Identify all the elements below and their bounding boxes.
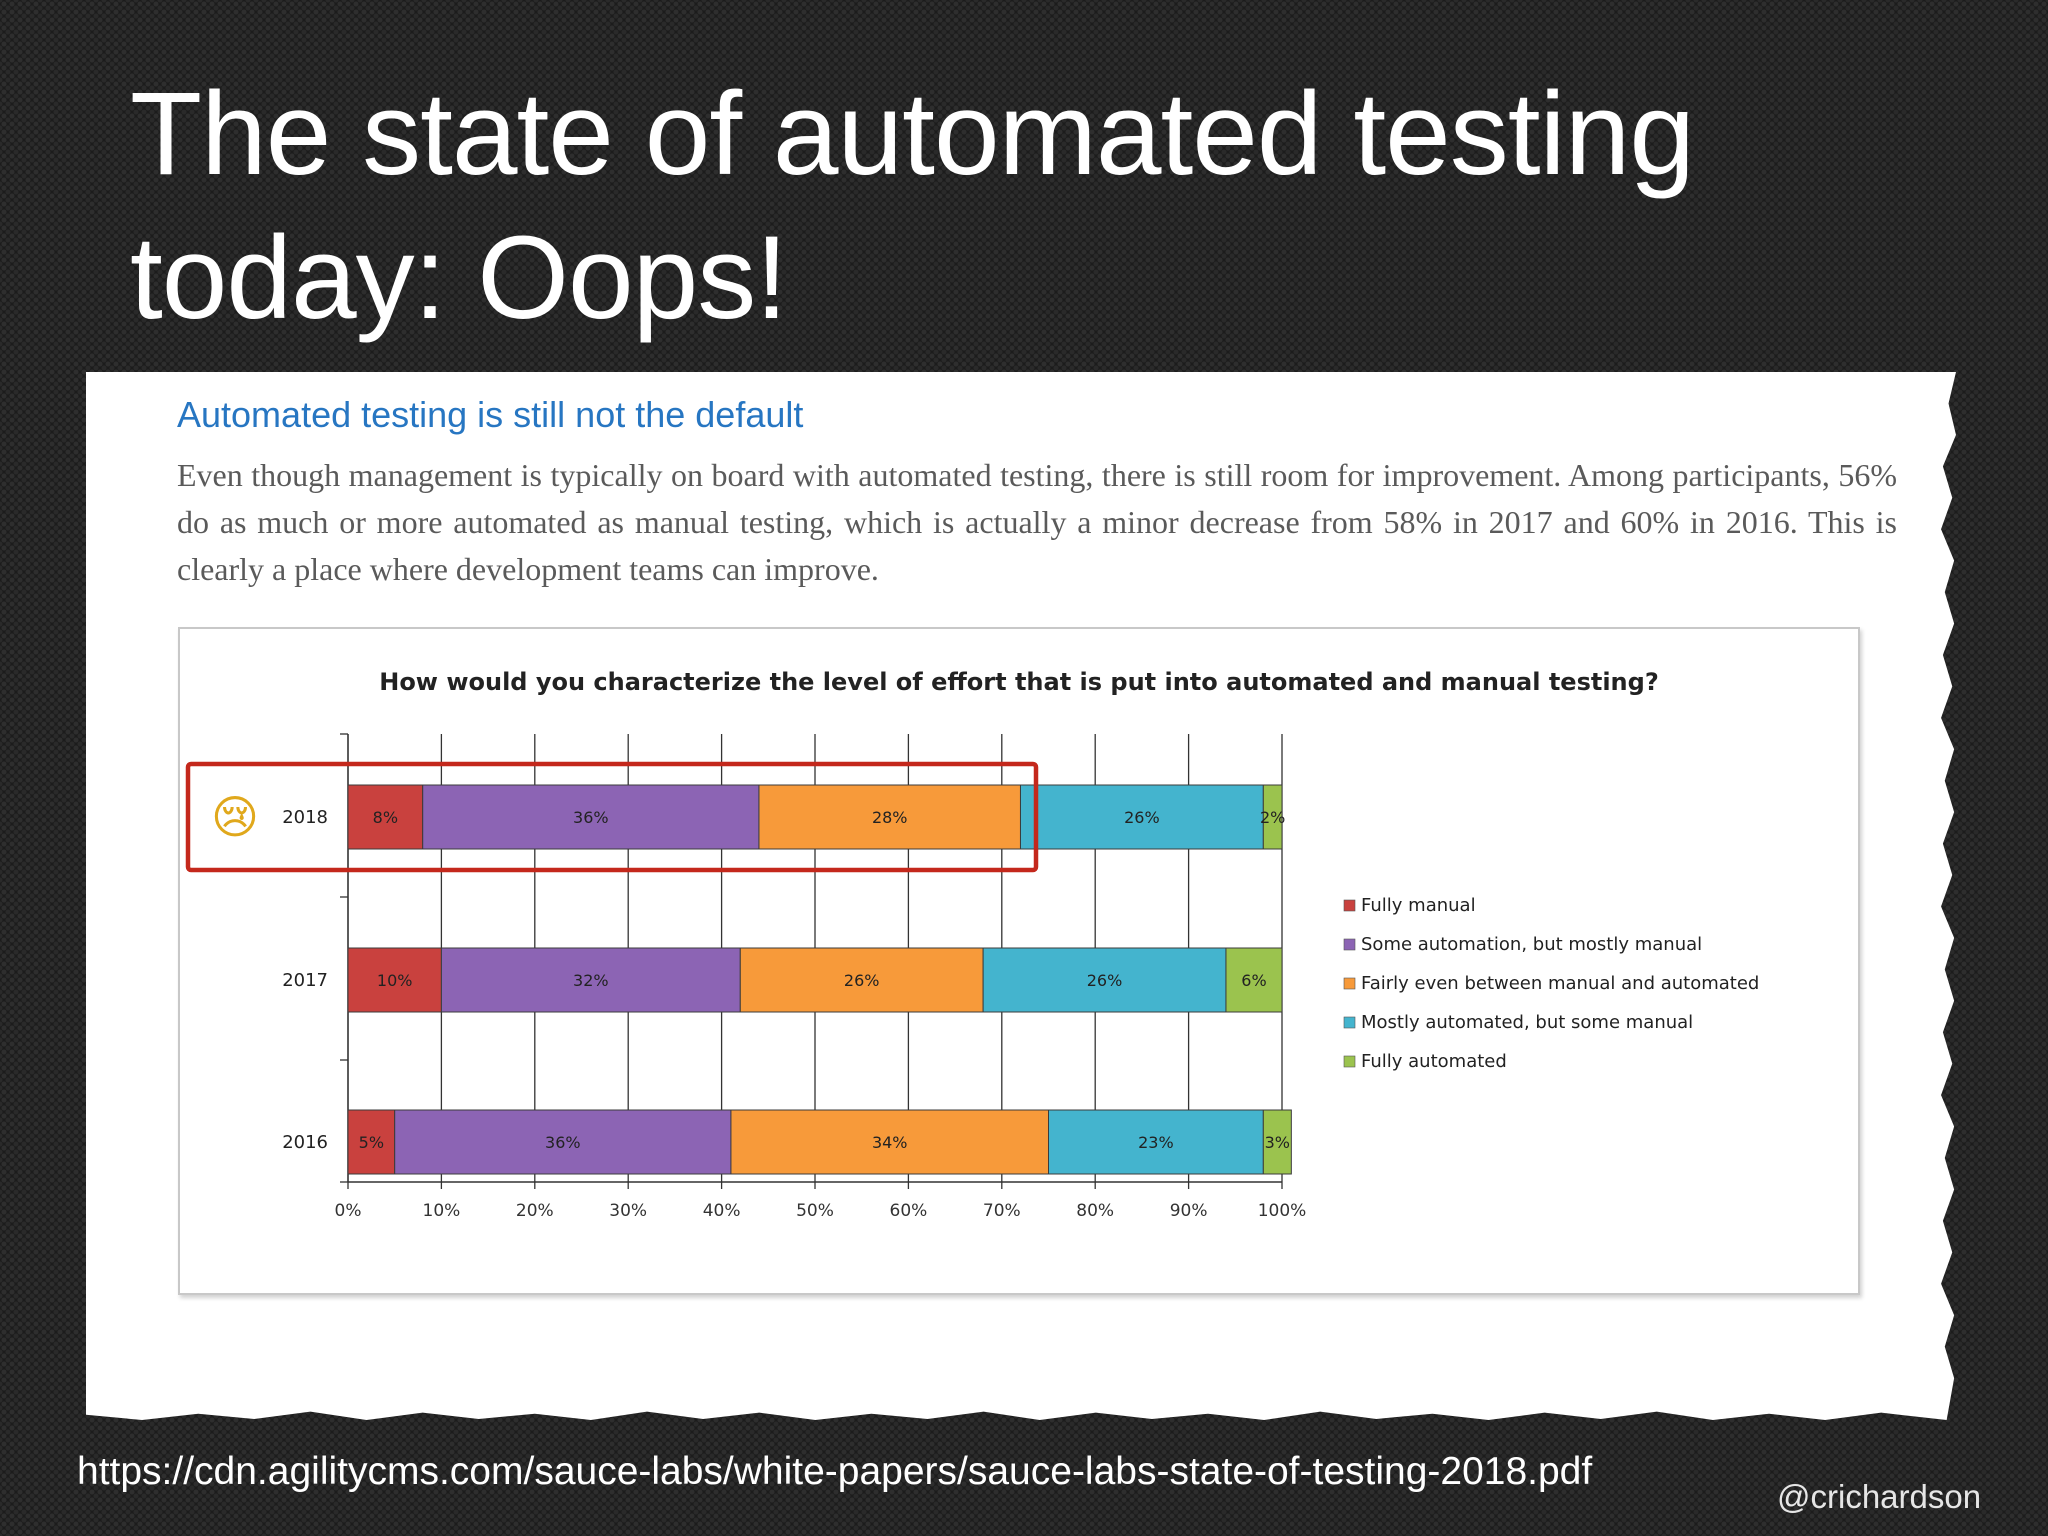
bar-segment <box>1225 947 1283 1013</box>
slide-title-line-1: The state of automated testing <box>130 68 1695 200</box>
article-clipping: Automated testing is still not the defau… <box>86 372 1956 1420</box>
legend-label: Some automation, but mostly manual <box>1361 934 1702 955</box>
x-tick-label: 20% <box>516 1201 554 1221</box>
stacked-bar-chart: How would you characterize the level of … <box>185 668 1759 1221</box>
data-label: 34% <box>872 1133 908 1152</box>
highlight-box <box>185 761 1039 873</box>
slide-title-line-2: today: Oops! <box>130 212 788 344</box>
bar-segment <box>758 784 1021 850</box>
x-tick-label: 40% <box>703 1201 741 1221</box>
legend-swatch <box>1343 899 1356 912</box>
bar-segment <box>1048 1109 1264 1175</box>
legend-label: Fairly even between manual and automated <box>1361 973 1759 994</box>
x-tick-label: 70% <box>983 1201 1021 1221</box>
data-label: 36% <box>545 1133 581 1152</box>
bar-segment <box>982 947 1227 1013</box>
legend-label: Fully automated <box>1361 1051 1507 1072</box>
section-heading: Automated testing is still not the defau… <box>177 394 804 435</box>
source-url: https://cdn.agilitycms.com/sauce-labs/wh… <box>77 1450 1593 1493</box>
data-label: 26% <box>1124 808 1160 827</box>
bar-segment <box>422 784 760 850</box>
data-label: 26% <box>1087 971 1123 990</box>
x-tick-label: 30% <box>609 1201 647 1221</box>
data-label: 6% <box>1241 971 1266 990</box>
bar-segment <box>739 947 984 1013</box>
category-label: 2016 <box>282 1132 328 1153</box>
data-label: 28% <box>872 808 908 827</box>
data-label: 3% <box>1265 1133 1290 1152</box>
category-label: 2017 <box>282 970 328 991</box>
legend-label: Fully manual <box>1361 895 1476 916</box>
data-label: 23% <box>1138 1133 1174 1152</box>
bar-segment <box>1262 784 1283 850</box>
legend-swatch <box>1343 1055 1356 1068</box>
x-tick-label: 50% <box>796 1201 834 1221</box>
data-label: 36% <box>573 808 609 827</box>
x-tick-label: 10% <box>423 1201 461 1221</box>
x-tick-label: 80% <box>1076 1201 1114 1221</box>
crying-face-icon: 😢 <box>211 790 259 844</box>
data-label: 10% <box>377 971 413 990</box>
x-tick-label: 0% <box>335 1201 362 1221</box>
legend-swatch <box>1343 1016 1356 1029</box>
section-body: Even though management is typically on b… <box>177 457 1897 587</box>
legend-swatch <box>1343 938 1356 951</box>
bar-segment <box>440 947 741 1013</box>
bar-segment <box>730 1109 1049 1175</box>
chart-frame: How would you characterize the level of … <box>178 627 1860 1295</box>
x-tick-label: 90% <box>1170 1201 1208 1221</box>
x-tick-label: 100% <box>1258 1201 1307 1221</box>
bar-segment <box>1262 1109 1292 1175</box>
chart-title: How would you characterize the level of … <box>379 668 1659 696</box>
bar-segment <box>347 947 442 1013</box>
slide-title: The state of automated testing today: Oo… <box>130 62 1830 350</box>
data-label: 32% <box>573 971 609 990</box>
author-handle: @crichardson <box>1777 1478 1982 1515</box>
data-label: 26% <box>844 971 880 990</box>
bar-segment <box>1019 784 1264 850</box>
legend-swatch <box>1343 977 1356 990</box>
category-label: 2018 <box>282 807 328 828</box>
data-label: 2% <box>1260 808 1285 827</box>
legend-label: Mostly automated, but some manual <box>1361 1012 1693 1033</box>
x-tick-label: 60% <box>890 1201 928 1221</box>
data-label: 8% <box>373 808 398 827</box>
data-label: 5% <box>359 1133 384 1152</box>
